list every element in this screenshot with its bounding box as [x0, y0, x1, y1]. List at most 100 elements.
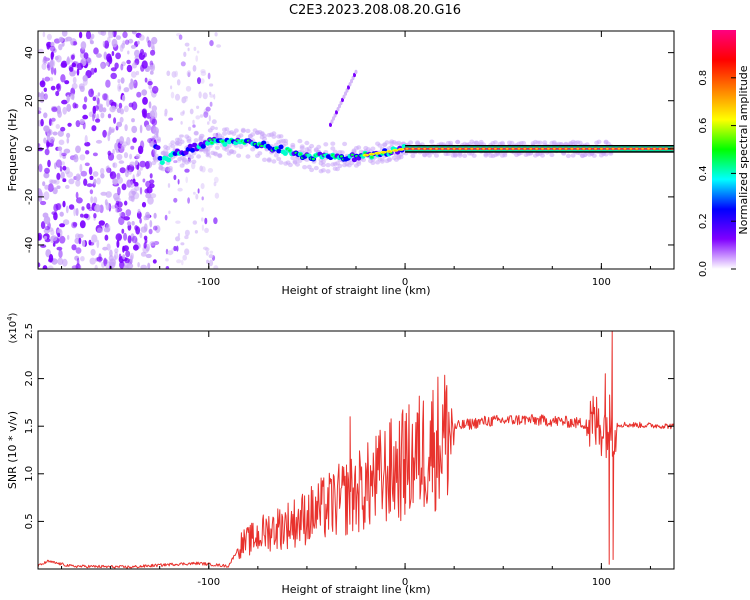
noise-speckle: [139, 217, 142, 224]
noise-speckle: [150, 193, 157, 199]
ridge-core: [222, 142, 228, 147]
sparse-speckle: [177, 179, 180, 185]
noise-speckle: [94, 264, 98, 269]
noise-speckle: [50, 66, 55, 75]
band-peak-center: [594, 148, 597, 150]
noise-speckle: [62, 106, 67, 115]
noise-speckle: [114, 248, 119, 254]
ridge-halo: [165, 146, 171, 151]
band-peak-center: [476, 148, 480, 150]
spectrogram-y-label: Frequency (Hz): [6, 109, 19, 192]
noise-speckle: [85, 150, 90, 155]
noise-speckle: [111, 105, 116, 111]
ridge-halo: [271, 131, 277, 136]
band-peak-center: [517, 148, 521, 150]
sparse-speckle: [168, 117, 174, 121]
ridge-halo: [332, 149, 338, 154]
noise-speckle: [140, 251, 147, 257]
ridge-peak: [260, 144, 264, 148]
band-peak-center: [435, 148, 438, 150]
ridge-halo: [370, 160, 376, 165]
noise-speckle: [55, 90, 60, 97]
noise-speckle: [56, 83, 60, 90]
noise-speckle: [131, 101, 138, 111]
ridge-halo: [205, 153, 211, 158]
noise-speckle: [111, 128, 115, 133]
noise-speckle: [92, 96, 97, 102]
sparse-speckle: [198, 91, 202, 99]
noise-speckle: [65, 92, 72, 98]
weak-branch-speckle: [339, 100, 343, 106]
noise-speckle: [139, 124, 143, 134]
noise-speckle: [72, 222, 78, 227]
ridge-halo: [356, 161, 362, 166]
noise-speckle: [149, 220, 153, 228]
sparse-speckle: [203, 111, 209, 118]
noise-speckle: [119, 167, 126, 174]
ridge-halo: [250, 132, 256, 137]
noise-speckle: [68, 204, 75, 210]
noise-speckle: [46, 141, 50, 150]
weak-branch-speckle: [342, 94, 346, 100]
noise-speckle: [98, 220, 106, 226]
noise-speckle: [49, 77, 54, 82]
sparse-speckle: [207, 72, 211, 80]
sparse-speckle: [184, 248, 190, 256]
ridge-core: [205, 140, 211, 146]
sparse-speckle: [191, 162, 196, 170]
noise-speckle: [50, 179, 57, 184]
noise-speckle: [151, 105, 157, 112]
noise-speckle: [61, 161, 65, 166]
sparse-speckle: [209, 101, 213, 107]
snr-y-multiplier: (x104): [6, 312, 19, 343]
weak-branch-speckle: [330, 119, 334, 124]
ridge-halo: [596, 139, 602, 144]
sparse-speckle: [209, 91, 212, 96]
ridge-halo: [603, 152, 609, 157]
noise-speckle: [56, 185, 61, 189]
ridge-halo: [570, 153, 576, 158]
noise-speckle: [88, 111, 94, 118]
noise-speckle: [118, 216, 125, 226]
band-peak-center: [505, 148, 509, 150]
ridge-halo: [309, 143, 315, 149]
noise-speckle: [120, 144, 126, 149]
noise-speckle: [141, 89, 148, 96]
snr-ticks: -100 0 100 0.5 1.0 1.5 2.0 2.5: [24, 323, 674, 588]
noise-speckle: [112, 149, 115, 155]
noise-speckle: [116, 176, 123, 184]
sparse-speckle: [176, 79, 181, 86]
noise-speckle: [123, 216, 130, 221]
ridge-peak: [350, 153, 354, 156]
ridge-halo: [160, 166, 166, 172]
ridge-halo: [565, 153, 571, 159]
noise-speckle: [43, 93, 48, 100]
noise-speckle: [43, 125, 50, 132]
sparse-speckle: [205, 250, 209, 256]
ridge-halo: [245, 128, 251, 134]
ridge-halo: [295, 162, 300, 167]
noise-speckle: [70, 93, 75, 100]
ridge-halo: [379, 159, 385, 164]
noise-speckle: [46, 64, 50, 69]
spectrogram-image: [38, 31, 674, 269]
sparse-speckle: [201, 217, 204, 222]
ridge-halo: [214, 145, 220, 150]
noise-speckle: [139, 167, 143, 171]
noise-speckle: [62, 178, 67, 183]
noise-speckle: [52, 131, 58, 136]
ridge-peak: [221, 140, 225, 143]
noise-speckle: [82, 103, 87, 110]
noise-speckle: [38, 143, 41, 148]
noise-speckle: [79, 118, 85, 125]
noise-speckle: [113, 117, 117, 124]
noise-speckle: [76, 62, 84, 71]
noise-speckle: [124, 39, 130, 45]
noise-speckle: [145, 193, 152, 199]
band-peak-center: [629, 148, 633, 150]
noise-speckle: [118, 86, 122, 90]
sparse-speckle: [184, 235, 189, 240]
spectrogram-panel: -100 0 100 -40 -20 0 20 40 Height of straight l…: [6, 30, 675, 297]
noise-speckle: [92, 113, 95, 122]
noise-speckle: [119, 136, 125, 145]
